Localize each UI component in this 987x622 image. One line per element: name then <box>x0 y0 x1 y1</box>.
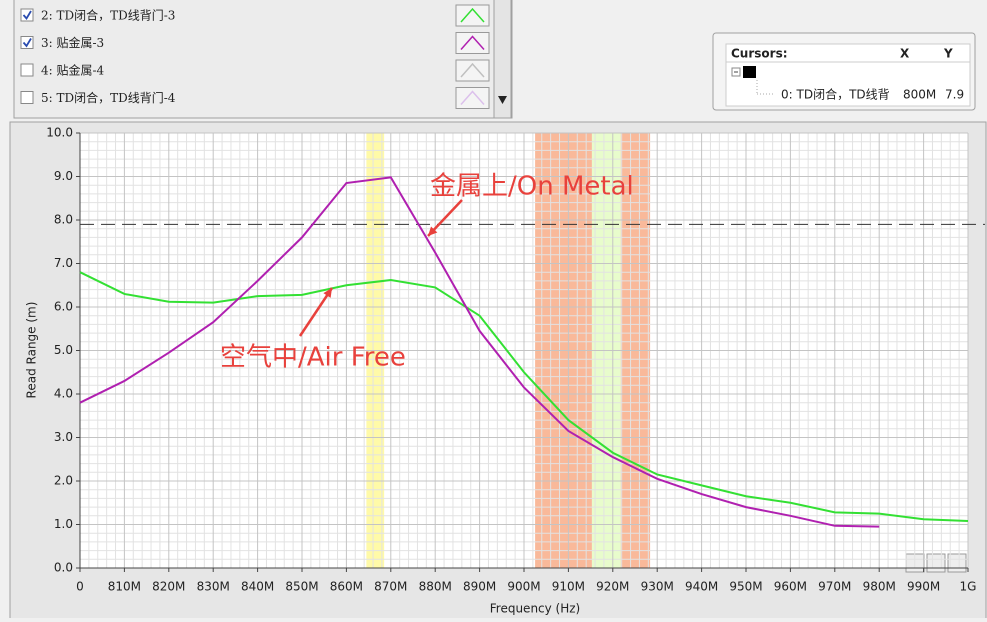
legend-label: 3: 贴金属-3 <box>41 35 104 50</box>
legend-swatch[interactable] <box>455 32 490 54</box>
legend-swatch-line <box>460 62 485 78</box>
x-tick-label: 910M <box>552 580 585 594</box>
x-tick-label: 940M <box>685 580 718 594</box>
cursor-body <box>725 61 971 107</box>
scroll-down-arrow[interactable] <box>498 96 507 104</box>
y-tick-label: 8.0 <box>54 213 73 227</box>
series-line <box>79 271 969 523</box>
x-tick-label: 850M <box>285 580 318 594</box>
legend-label: 4: 贴金属-4 <box>41 63 105 78</box>
x-tick-label: 990M <box>907 580 940 594</box>
cursor-y-header: Y <box>943 47 953 61</box>
legend-scrollbar[interactable] <box>493 0 512 119</box>
x-tick-label: 970M <box>818 580 851 594</box>
x-tick-label: 0 <box>76 580 84 594</box>
legend-label: 2: TD闭合，TD线背门-3 <box>41 8 175 23</box>
series-line <box>79 176 880 528</box>
x-tick-label: 870M <box>374 580 407 594</box>
x-tick-label: 880M <box>419 580 452 594</box>
arrow-head <box>428 226 438 236</box>
y-tick-label: 5.0 <box>54 343 73 357</box>
legend-swatch[interactable] <box>455 87 490 109</box>
legend-swatch[interactable] <box>455 59 490 82</box>
y-tick-label: 10.0 <box>46 126 73 140</box>
cursor-x: 800M <box>903 88 936 102</box>
grid <box>79 132 969 569</box>
cursor-swatch <box>743 66 756 78</box>
legend-checkbox[interactable] <box>20 91 34 104</box>
x-tick-label: 930M <box>641 580 674 594</box>
legend-swatch[interactable] <box>455 4 490 27</box>
x-tick-label: 810M <box>108 580 141 594</box>
x-tick-label: 860M <box>330 580 363 594</box>
legend-swatch-line <box>460 7 485 23</box>
x-tick-label: 890M <box>463 580 496 594</box>
legend-checkbox[interactable] <box>20 63 34 77</box>
y-tick-label: 9.0 <box>54 169 73 183</box>
y-tick-label: 6.0 <box>54 300 73 314</box>
legend-panel <box>13 0 513 119</box>
y-tick-label: 7.0 <box>54 256 73 270</box>
x-tick-label: 900M <box>507 580 540 594</box>
annotation-arrow <box>298 287 334 337</box>
x-tick-label: 1G <box>960 580 977 594</box>
x-tick-label: 920M <box>596 580 629 594</box>
y-axis-title: Read Range (m) <box>25 302 39 399</box>
legend-swatch-line <box>460 90 485 105</box>
x-tick-label: 840M <box>241 580 274 594</box>
legend-check <box>22 10 32 21</box>
x-tick-label: 980M <box>863 580 896 594</box>
y-tick-label: 4.0 <box>54 387 73 401</box>
legend-label: 5: TD闭合，TD线背门-4 <box>41 90 176 105</box>
x-tick-label: 950M <box>729 580 762 594</box>
y-tick-label: 2.0 <box>54 474 73 488</box>
x-axis-title: Frequency (Hz) <box>490 602 581 616</box>
cursor-name: 0: TD闭合，TD线背 <box>781 87 890 102</box>
x-tick-label: 830M <box>197 580 230 594</box>
legend-check <box>22 38 32 48</box>
cursor-y: 7.9 <box>945 88 964 102</box>
cursor-x-header: X <box>900 47 910 61</box>
y-tick-label: 3.0 <box>54 430 73 444</box>
annotation: 空气中/Air Free <box>220 343 406 373</box>
legend-swatch-line <box>460 35 485 50</box>
y-tick-label: 0.0 <box>54 561 73 575</box>
annotation: 金属上/On Metal <box>430 172 634 202</box>
x-tick-label: 960M <box>774 580 807 594</box>
x-tick-label: 820M <box>152 580 185 594</box>
cursor-title: Cursors: <box>731 47 788 61</box>
y-tick-label: 1.0 <box>54 517 73 531</box>
zoom-tool[interactable] <box>926 553 946 573</box>
arrow-head <box>323 288 332 298</box>
